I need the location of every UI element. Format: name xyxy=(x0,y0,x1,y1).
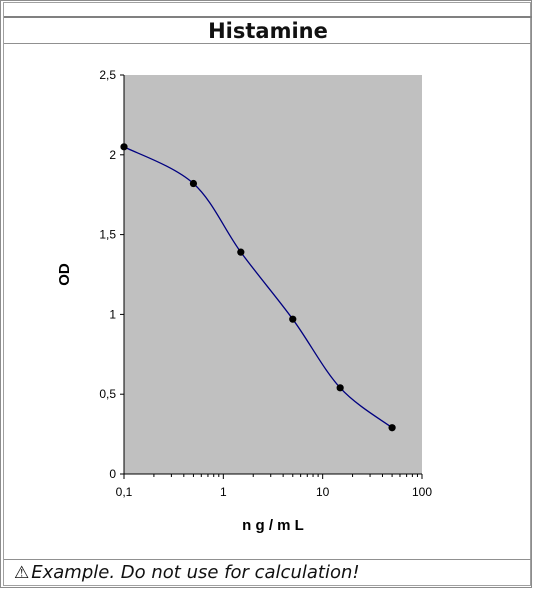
plot-area xyxy=(124,75,422,474)
title-rule xyxy=(4,16,532,18)
data-point xyxy=(189,179,198,188)
x-tick-label: 100 xyxy=(412,485,432,499)
data-point xyxy=(388,424,396,432)
warning-note: ⚠ Example. Do not use for calculation! xyxy=(4,559,532,586)
data-point xyxy=(289,315,297,323)
y-tick-label: 2 xyxy=(109,148,116,162)
x-axis-title: n g / m L xyxy=(242,517,304,534)
x-tick-label: 1 xyxy=(220,485,227,499)
histamine-chart: 0 0,5 1 1,5 2 2,5 0,1 1 10 100 n g / m L OD xyxy=(56,68,432,534)
y-tick-label: 1,5 xyxy=(99,228,116,242)
x-tick-label: 0,1 xyxy=(116,485,133,499)
y-tick-label: 0,5 xyxy=(99,387,116,401)
data-point xyxy=(237,248,245,256)
y-tick-label: 0 xyxy=(109,467,116,481)
y-axis-title: OD xyxy=(56,263,73,286)
chart-title: Histamine xyxy=(4,18,532,44)
warning-text: Example. Do not use for calculation! xyxy=(31,562,360,583)
warning-triangle-icon: ⚠ xyxy=(14,563,30,583)
inner-frame xyxy=(3,2,531,586)
y-tick-label: 1 xyxy=(109,307,116,321)
data-point xyxy=(120,143,128,151)
y-tick-label: 2,5 xyxy=(99,68,116,82)
data-point xyxy=(336,384,344,392)
x-tick-label: 10 xyxy=(316,485,330,499)
chart-area: 0 0,5 1 1,5 2 2,5 0,1 1 10 100 n g / m L OD xyxy=(4,44,532,559)
